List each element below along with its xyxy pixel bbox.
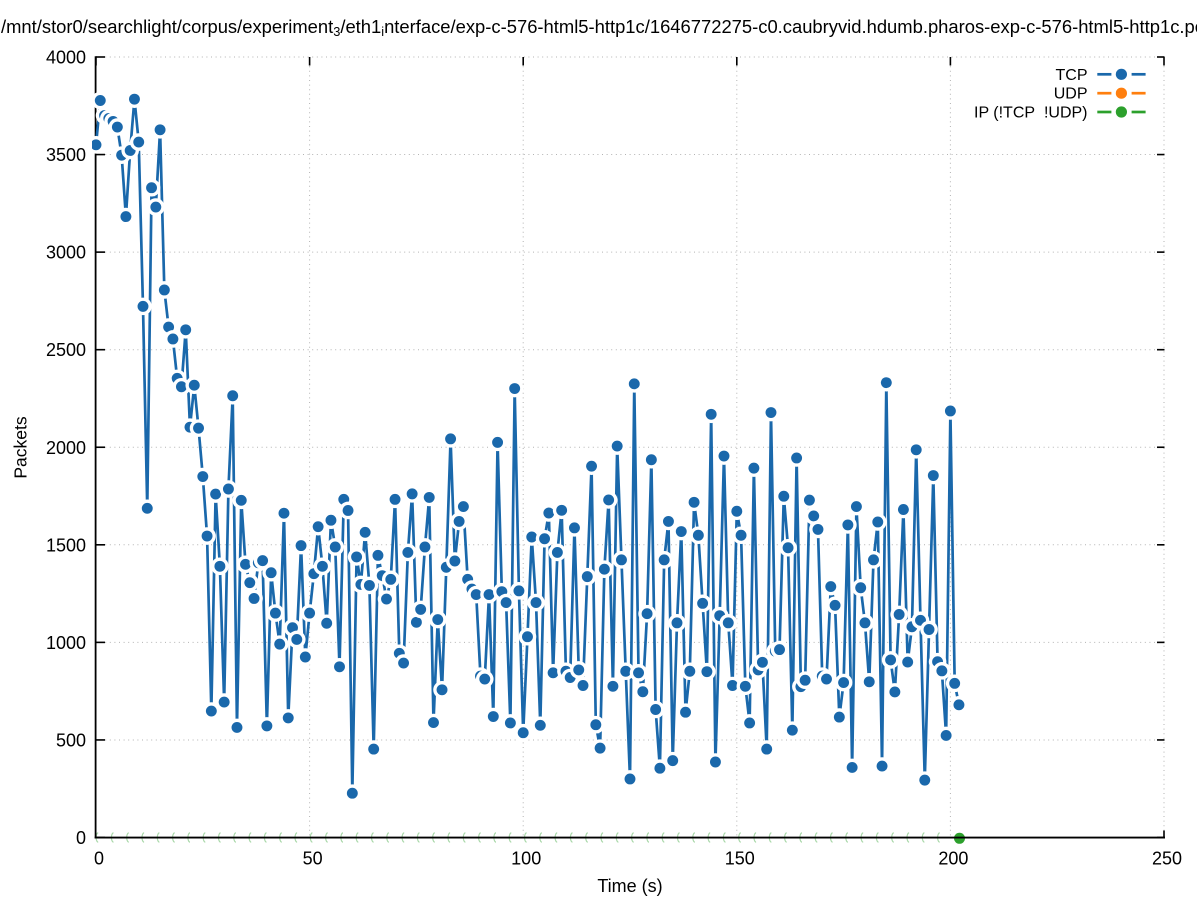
svg-text:4000: 4000	[46, 48, 86, 68]
svg-text:250: 250	[1152, 849, 1182, 869]
svg-text:UDP: UDP	[1054, 86, 1088, 103]
svg-text:500: 500	[56, 730, 86, 750]
svg-text:0: 0	[94, 849, 104, 869]
svg-text:1500: 1500	[46, 535, 86, 555]
svg-text:IP (!TCP !UDP): IP (!TCP !UDP)	[974, 105, 1088, 122]
svg-text:/mnt/stor0/searchlight/corpus/: /mnt/stor0/searchlight/corpus/experiment…	[1, 16, 1197, 39]
svg-text:200: 200	[938, 849, 968, 869]
svg-text:Packets: Packets	[11, 416, 31, 478]
svg-text:150: 150	[725, 849, 755, 869]
svg-text:2000: 2000	[46, 438, 86, 458]
svg-text:3000: 3000	[46, 243, 86, 263]
svg-text:1000: 1000	[46, 633, 86, 653]
svg-text:2500: 2500	[46, 340, 86, 360]
svg-text:3500: 3500	[46, 145, 86, 165]
svg-text:0: 0	[76, 828, 86, 848]
svg-text:100: 100	[511, 849, 541, 869]
svg-text:Time (s): Time (s)	[597, 876, 662, 896]
svg-text:50: 50	[303, 849, 323, 869]
svg-text:TCP: TCP	[1056, 67, 1088, 84]
